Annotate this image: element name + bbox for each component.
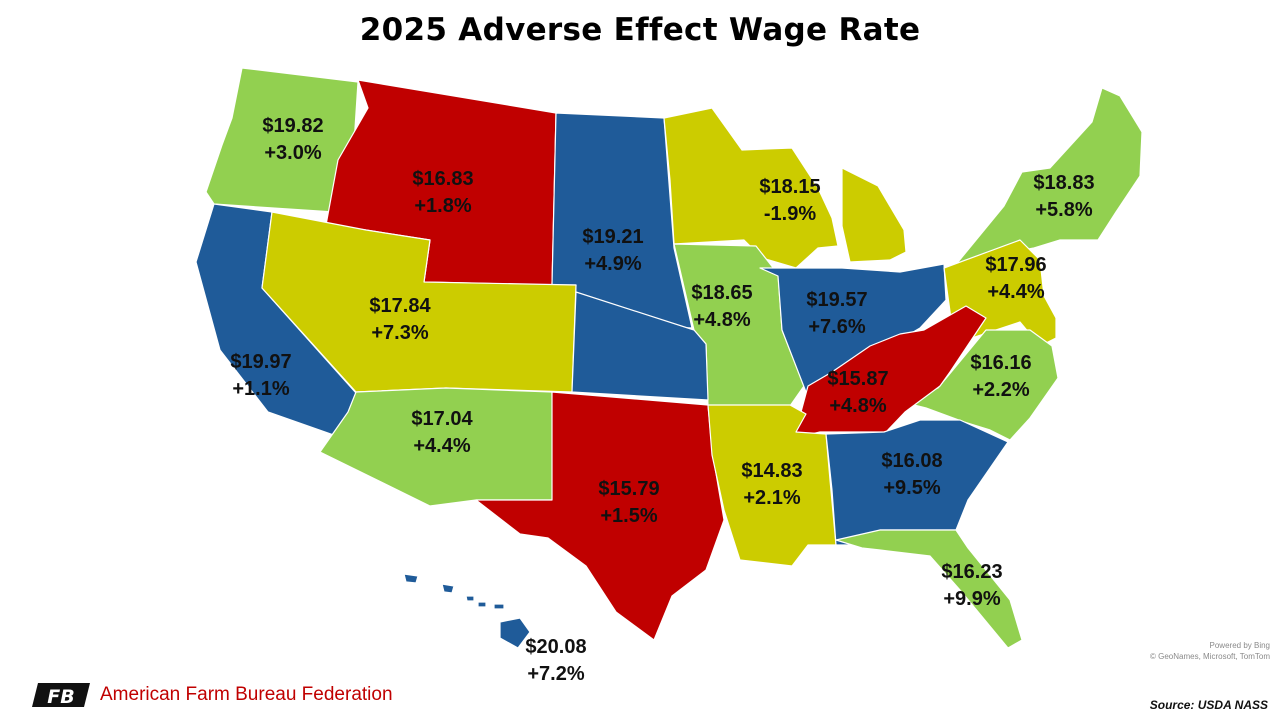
wage-value: $17.96 [985,254,1046,276]
wage-value: $19.97 [230,351,291,373]
source-note: Source: USDA NASS [1149,698,1268,712]
wage-change: +4.8% [693,309,750,331]
wage-label-california: $19.97 +1.1% [230,351,291,400]
map-credit: Powered by Bing © GeoNames, Microsoft, T… [1150,640,1270,662]
region-hawaii-part-3 [477,601,487,608]
wage-value: $16.83 [412,168,473,190]
wage-label-mountain-south: $17.04 +4.4% [411,408,473,457]
wage-change: +7.3% [371,322,428,344]
wage-value: $16.16 [970,352,1031,374]
wage-label-northern-plains: $19.21 +4.9% [582,226,643,275]
wage-value: $18.65 [691,282,752,304]
wage-change: +2.2% [972,379,1029,401]
wage-label-mountain-middle: $17.84 +7.3% [369,295,431,344]
wage-change: +7.6% [808,316,865,338]
wage-value: $15.79 [598,478,659,500]
wage-value: $16.23 [941,561,1002,583]
farm-bureau-logo: FB [32,683,90,708]
wage-change: +4.8% [829,395,886,417]
wage-value: $19.21 [582,226,643,248]
wage-label-northeast-i: $18.83 +5.8% [1033,172,1094,221]
wage-label-florida: $16.23 +9.9% [941,561,1002,610]
region-hawaii-part-2 [465,595,475,602]
region-appalachian-ii [793,305,987,439]
wage-change: +9.9% [943,588,1000,610]
organization-name: American Farm Bureau Federation [100,684,393,705]
wage-label-northeast-ii: $17.96 +4.4% [985,254,1046,303]
region-hawaii-part-1 [441,583,455,594]
wage-change: +4.4% [413,435,470,457]
wage-label-hawaii: $20.08 +7.2% [525,636,586,685]
wage-value: $15.87 [827,368,888,390]
region-kansas [571,291,709,401]
wage-label-delta: $14.83 +2.1% [741,460,802,509]
wage-value: $18.15 [759,176,820,198]
powered-by-text: Powered by Bing [1209,641,1270,650]
wage-change: +2.1% [743,487,800,509]
map-title: 2025 Adverse Effect Wage Rate [359,12,921,48]
region-florida [835,529,1023,649]
wage-change: +7.2% [527,663,584,685]
wage-value: $18.83 [1033,172,1094,194]
wage-change: +9.5% [883,477,940,499]
attribution-text: © GeoNames, Microsoft, TomTom [1150,652,1270,661]
wage-label-southern-plains: $15.79 +1.5% [598,478,659,527]
wage-value: $20.08 [525,636,586,658]
wage-value: $16.08 [881,450,942,472]
wage-label-southeast: $16.08 +9.5% [881,450,942,499]
wage-value: $19.57 [806,289,867,311]
wage-label-lake: $18.15 -1.9% [759,176,820,225]
wage-label-appalachian-ii: $15.87 +4.8% [827,368,888,417]
region-hawaii [403,573,419,584]
wage-value: $17.84 [369,295,431,317]
wage-change: +1.1% [232,378,289,400]
region-lake-part-1 [841,167,907,263]
wage-change: +5.8% [1035,199,1092,221]
wage-label-corn-belt-ii: $18.65 +4.8% [691,282,752,331]
wage-change: -1.9% [764,203,816,225]
region-lake [663,107,839,269]
wage-change: +1.5% [600,505,657,527]
wage-value: $14.83 [741,460,802,482]
wage-change: +1.8% [414,195,471,217]
wage-label-corn-belt-i: $19.57 +7.6% [806,289,867,338]
region-hawaii-part-4 [493,603,505,610]
wage-label-appalachian-i: $16.16 +2.2% [970,352,1031,401]
wage-change: +4.9% [584,253,641,275]
wage-change: +4.4% [987,281,1044,303]
wage-label-pacific-northwest: $19.82 +3.0% [262,115,323,164]
wage-change: +3.0% [264,142,321,164]
wage-value: $17.04 [411,408,473,430]
wage-label-mountain-north: $16.83 +1.8% [412,168,473,217]
wage-value: $19.82 [262,115,323,137]
region-hawaii-part-5 [499,617,531,649]
region-southeast [825,419,1009,546]
logo-text: FB [47,686,74,708]
